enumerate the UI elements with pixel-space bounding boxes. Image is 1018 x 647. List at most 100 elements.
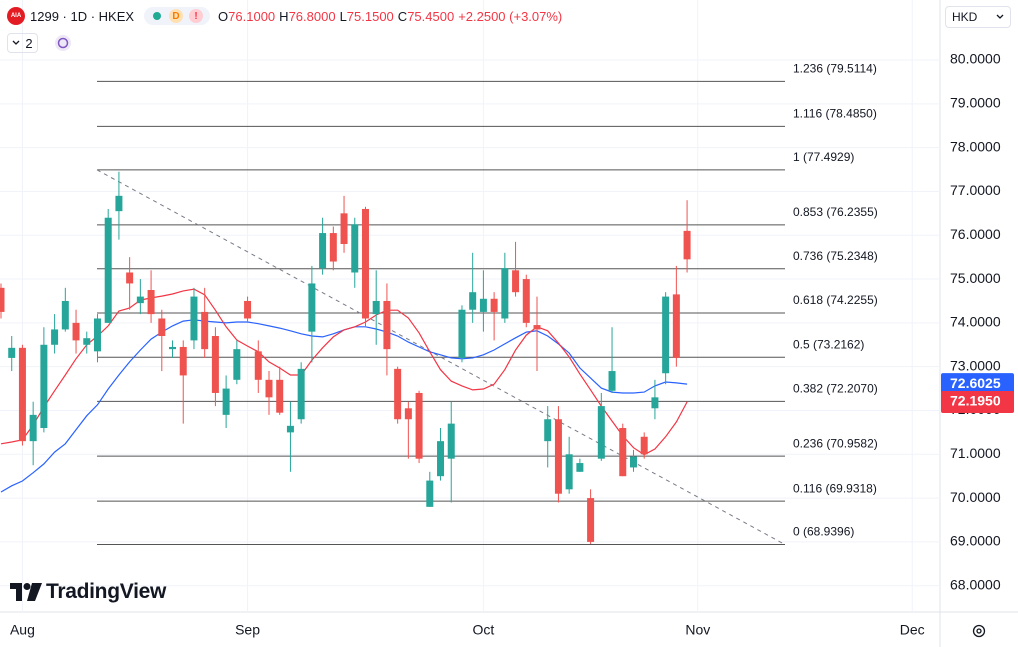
candle-body [672,294,680,358]
fib-label: 0.618 (74.2255) [793,293,878,307]
ohlc-value: 76.1000 [228,8,276,24]
candle-body [683,230,691,260]
fib-label: 1.236 (79.5114) [793,62,877,76]
candle-body [490,298,498,312]
candle-body [254,351,262,380]
candle-body [286,425,294,433]
fib-label: 0.236 (70.9582) [793,436,878,450]
price-badge [941,373,1014,396]
ma-line [0,288,688,456]
y-tick-label: 75.0000 [950,270,1001,286]
indicator-toggle[interactable]: 2 [7,33,38,53]
candle-body [211,336,219,393]
indicator-row: 2 [7,33,73,53]
candle-body [426,480,434,507]
candle-body [222,388,230,415]
candle-body [0,287,5,312]
y-tick-label: 77.0000 [950,182,1001,198]
ohlc-value: 76.8000 [288,8,336,24]
y-tick-label: 70.0000 [950,489,1001,505]
chevron [996,14,1004,19]
ma-line [0,319,688,493]
y-tick-label: 79.0000 [950,95,1001,111]
price-badge-label: 72.6025 [950,375,1001,391]
candle-body [608,371,616,391]
candle-body [115,195,123,212]
candle-body [404,408,412,420]
candle-body [576,463,584,472]
y-tick-label: 78.0000 [950,138,1001,154]
candle-body [72,322,80,341]
warning-flag: ! [189,9,204,23]
candle-body [51,329,59,345]
x-tick-label: Nov [685,622,710,638]
candle-body [201,311,209,350]
candle-body [544,419,552,442]
candle-body [351,224,359,273]
plot [0,0,940,612]
candle-body [29,414,37,442]
candle-body [662,296,670,374]
y-tick-label: 74.0000 [950,314,1001,330]
candle-body [565,454,573,490]
candle-body [522,279,530,323]
candle-body [447,423,455,459]
delay-flag: D [169,9,184,23]
candle-body [126,272,134,284]
sync-icon[interactable] [53,33,73,53]
candle-body [469,292,477,310]
fib-label: 0.116 (69.9318) [793,481,877,495]
price-badge-label: 72.1950 [950,393,1001,409]
candle-body [190,296,198,341]
watermark-text: TradingView [46,580,167,603]
market-open-dot [153,12,162,20]
chevron [12,40,20,45]
candle-body [587,498,595,542]
candle-body [597,406,605,459]
candle-body [169,346,177,350]
candle-body [308,283,316,332]
candle-body [319,233,327,269]
settings-icon[interactable] [972,624,986,638]
fib-label: 0.853 (76.2355) [793,205,878,219]
candle-body [265,379,273,398]
symbol-logo: AIA [7,7,25,25]
candle-body [158,318,166,337]
y-tick-label: 71.0000 [950,445,1001,461]
y-tick-label: 76.0000 [950,226,1001,242]
candle-body [8,347,16,358]
candle-body [297,368,305,420]
currency-select[interactable]: HKD [945,6,1011,28]
indicator-count: 2 [25,35,33,51]
trend-line [96,169,786,545]
y-tick-label: 80.0000 [950,51,1001,67]
symbol[interactable]: 1299 · 1D · HKEX [30,8,135,24]
candle-body [394,368,402,420]
candle-body [61,300,69,330]
candle-body [329,233,337,262]
fib-label: 0.5 (73.2162) [793,337,864,351]
candle-body [437,441,445,477]
candle-body [372,300,380,315]
candle-body [340,213,348,245]
x-tick-label: Aug [10,622,35,638]
x-tick-label: Oct [473,622,495,638]
candle-body [104,217,112,323]
currency: HKD [952,10,978,24]
status-pill[interactable]: D ! [144,7,211,25]
fib-label: 0.736 (75.2348) [793,249,878,263]
candle-body [276,379,284,413]
logo-mark [10,583,42,601]
candle-body [179,346,187,376]
y-tick-label: 68.0000 [950,576,1001,592]
price-badge [941,390,1014,413]
candle-body [244,300,252,319]
candle-body [533,325,541,330]
candle-body [383,300,391,350]
ohlc-value: 75.1500 [346,8,394,24]
candle-body [40,344,48,429]
candle-body [136,296,144,304]
candle-body [83,338,91,345]
candle-body [651,397,659,409]
